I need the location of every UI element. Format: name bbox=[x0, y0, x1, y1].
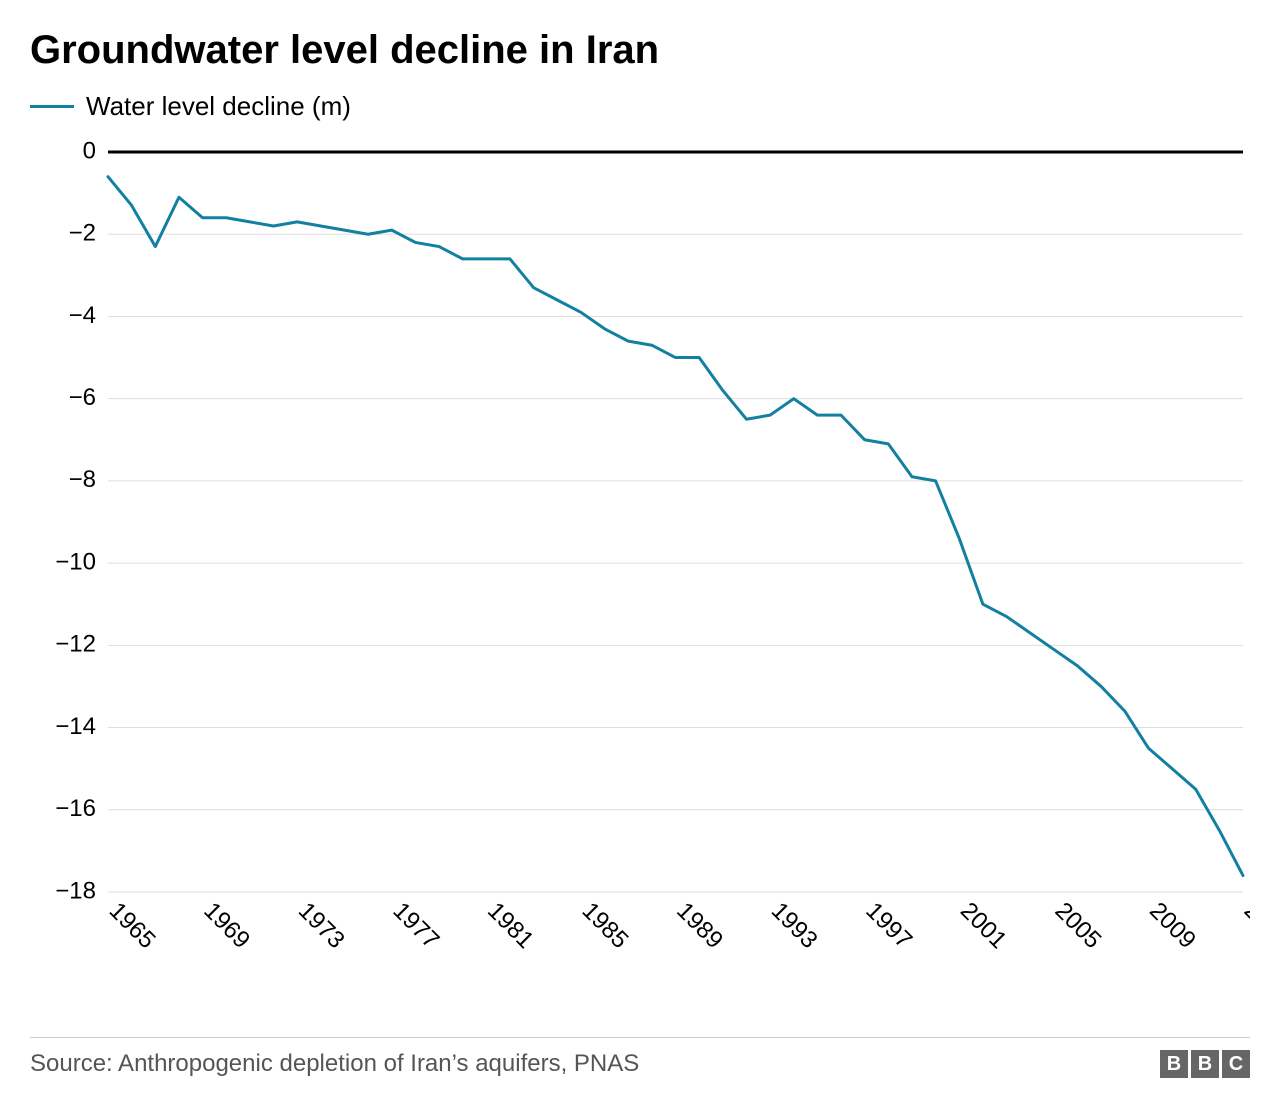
y-tick-label: −4 bbox=[69, 302, 96, 329]
data-line bbox=[108, 177, 1243, 876]
bbc-logo-letter: B bbox=[1191, 1050, 1219, 1078]
x-tick-label: 1969 bbox=[198, 897, 255, 954]
y-tick-label: −18 bbox=[55, 877, 96, 904]
x-tick-label: 2009 bbox=[1144, 897, 1201, 954]
y-tick-label: −8 bbox=[69, 466, 96, 493]
x-tick-label: 1997 bbox=[860, 897, 917, 954]
chart-footer: Source: Anthropogenic depletion of Iran’… bbox=[30, 1037, 1250, 1078]
x-tick-label: 1981 bbox=[482, 897, 539, 954]
bbc-logo-letter: B bbox=[1160, 1050, 1188, 1078]
y-tick-label: −2 bbox=[69, 220, 96, 247]
x-tick-label: 1977 bbox=[388, 897, 445, 954]
x-tick-label: 1965 bbox=[104, 897, 161, 954]
y-tick-label: −16 bbox=[55, 795, 96, 822]
chart-title: Groundwater level decline in Iran bbox=[30, 28, 1250, 73]
legend-label: Water level decline (m) bbox=[86, 91, 351, 122]
bbc-logo: BBC bbox=[1160, 1050, 1250, 1078]
x-tick-label: 1989 bbox=[671, 897, 728, 954]
x-tick-label: 2001 bbox=[955, 897, 1012, 954]
x-tick-label: 1985 bbox=[577, 897, 634, 954]
x-tick-label: 2005 bbox=[1050, 897, 1107, 954]
chart-plot-area: 0 −2 −4 −6 −8 −10 −12 −14 −16 −18 1965 1969 1973 1977… bbox=[30, 132, 1250, 982]
legend: Water level decline (m) bbox=[30, 91, 1250, 122]
source-text: Source: Anthropogenic depletion of Iran’… bbox=[30, 1050, 639, 1078]
bbc-logo-letter: C bbox=[1222, 1050, 1250, 1078]
x-tick-label: 2013 bbox=[1239, 897, 1250, 954]
legend-line-swatch bbox=[30, 105, 74, 108]
x-tick-label: 1973 bbox=[293, 897, 350, 954]
chart-container: Groundwater level decline in Iran Water … bbox=[0, 0, 1280, 1098]
chart-svg: 0 −2 −4 −6 −8 −10 −12 −14 −16 −18 1965 1969 1973 1977… bbox=[30, 132, 1250, 982]
y-tick-label: −14 bbox=[55, 713, 96, 740]
y-tick-label: 0 bbox=[83, 137, 96, 164]
y-tick-label: −10 bbox=[55, 548, 96, 575]
y-tick-label: −12 bbox=[55, 631, 96, 658]
y-tick-label: −6 bbox=[69, 384, 96, 411]
x-tick-label: 1993 bbox=[766, 897, 823, 954]
